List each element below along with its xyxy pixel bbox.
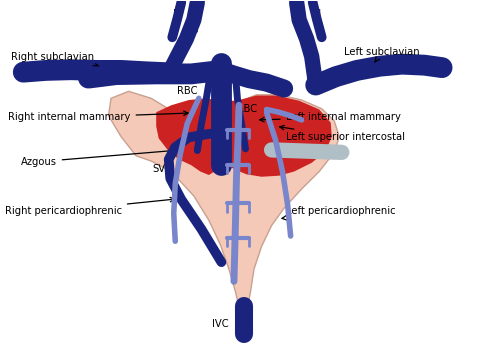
Text: LBC: LBC: [238, 104, 258, 114]
Polygon shape: [156, 96, 332, 177]
Text: Left subclavian: Left subclavian: [344, 47, 420, 62]
Text: IVC: IVC: [212, 319, 228, 329]
Text: Left superior intercostal: Left superior intercostal: [280, 125, 404, 142]
Text: IJ: IJ: [295, 23, 300, 33]
Text: Right pericardiophrenic: Right pericardiophrenic: [5, 197, 175, 216]
Text: Azgous: Azgous: [21, 148, 177, 167]
Text: Right internal mammary: Right internal mammary: [8, 111, 188, 122]
Text: SVC: SVC: [152, 164, 172, 174]
Text: Left pericardiophrenic: Left pericardiophrenic: [282, 205, 395, 220]
Polygon shape: [109, 91, 340, 313]
Text: IJ: IJ: [194, 23, 199, 33]
Text: EJ: EJ: [173, 9, 182, 19]
Text: RBC: RBC: [177, 86, 198, 96]
Text: EJ: EJ: [312, 9, 321, 19]
Text: Right subclavian: Right subclavian: [11, 52, 100, 68]
Text: Left internal mammary: Left internal mammary: [260, 112, 400, 122]
